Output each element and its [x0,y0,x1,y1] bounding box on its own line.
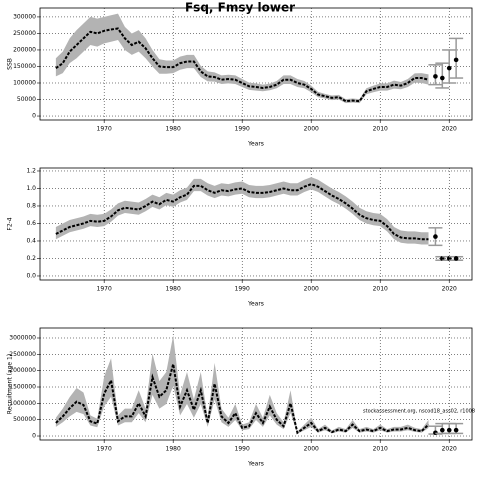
estimate-line [55,363,430,435]
estimate-line [55,183,429,241]
x-tick-label: 1970 [97,126,112,133]
x-tick-label: 1980 [166,126,181,133]
y-tick-label: 300000 [13,13,36,20]
projection-point [446,427,452,433]
projection-point [440,75,445,81]
plot-frame [39,327,473,441]
y-tick-label: 50000 [17,96,36,103]
confidence-band [55,335,429,434]
y-tick-label: 150000 [13,63,36,70]
y-tick-label: 0 [32,113,36,120]
x-tick-label: 1990 [235,286,250,293]
x-tick-label: 2010 [373,286,388,293]
y-tick-label: 1500000 [9,384,36,391]
projection-point [453,427,459,433]
projection-point [446,65,452,71]
x-tick-label: 2020 [442,126,457,133]
x-tick-label: 2000 [304,446,319,453]
x-tick-label: 1980 [166,286,181,293]
x-axis-label: Years [247,141,264,148]
y-tick-label: 200000 [13,46,36,53]
y-axis-label: SSB [7,58,14,70]
y-tick-label: 1.2 [26,167,36,174]
plot-frame [39,7,473,121]
projection-point [453,256,459,261]
x-tick-label: 1980 [166,446,181,453]
y-tick-label: 1000000 [9,400,36,407]
confidence-band [55,177,429,245]
plot-frame [39,167,473,281]
x-axis-label: Years [247,461,264,468]
y-axis-label: F2-4 [7,217,14,230]
projection-point [433,74,438,79]
y-tick-label: 2500000 [9,351,36,358]
x-tick-label: 2020 [442,446,457,453]
x-tick-label: 1970 [97,446,112,453]
y-tick-label: 3000000 [9,334,36,341]
y-tick-label: 500000 [13,416,36,423]
y-tick-label: 0.0 [26,272,36,279]
x-tick-label: 2010 [373,126,388,133]
x-tick-label: 2020 [442,286,457,293]
y-tick-label: 250000 [13,30,36,37]
x-tick-label: 1970 [97,286,112,293]
x-tick-label: 1990 [235,126,250,133]
chart-title: Fsq, Fmsy lower [185,1,295,15]
x-tick-label: 1990 [235,446,250,453]
confidence-band [55,13,429,104]
y-axis-label: Recruitment (age 1) [7,354,14,414]
y-tick-label: 0.8 [26,202,36,209]
projection-point [440,427,445,433]
y-tick-label: 2000000 [9,367,36,374]
annotation: stockassessment.org, nscod18_ass02, r100… [363,409,475,415]
y-tick-label: 1.0 [26,185,36,192]
y-tick-label: 0 [32,433,36,440]
y-tick-label: 0.4 [26,237,36,244]
x-axis-label: Years [247,301,264,308]
y-tick-label: 100000 [13,79,36,86]
estimate-line [55,27,429,103]
x-tick-label: 2010 [373,446,388,453]
x-tick-label: 2000 [304,286,319,293]
projection-point [453,57,459,63]
projection-point [433,234,438,239]
y-tick-label: 0.6 [26,220,36,227]
x-tick-label: 2000 [304,126,319,133]
y-tick-label: 0.2 [26,255,36,262]
